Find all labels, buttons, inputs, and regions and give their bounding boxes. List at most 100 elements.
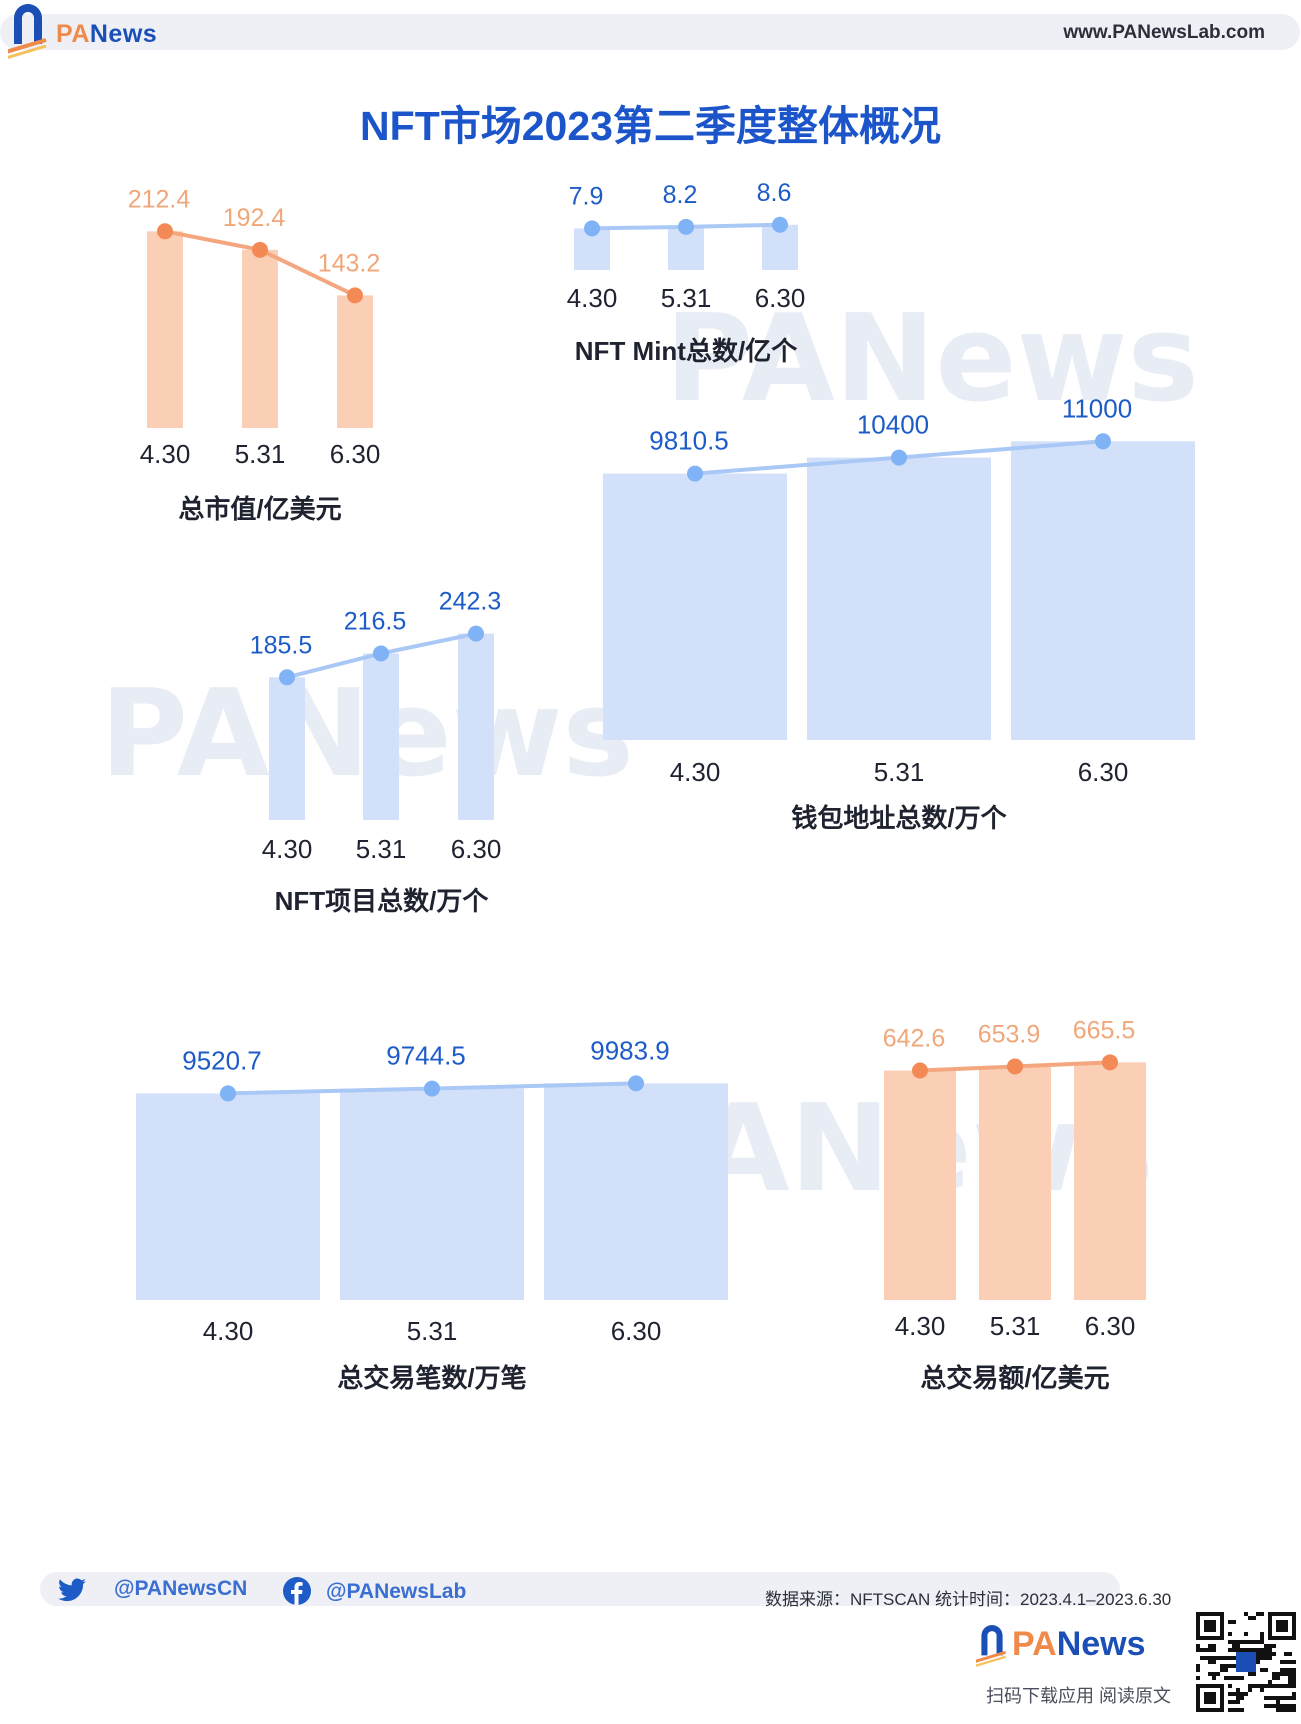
x-tick-label: 4.30 xyxy=(203,1316,254,1346)
site-url: www.PANewsLab.com xyxy=(1063,22,1265,43)
panews-logo-icon xyxy=(976,1625,1007,1667)
facebook-icon xyxy=(283,1577,311,1605)
data-label: 9744.5 xyxy=(386,1041,466,1071)
data-point xyxy=(252,241,268,258)
bar xyxy=(603,473,787,740)
data-point xyxy=(468,625,484,642)
bar xyxy=(337,295,373,428)
data-point xyxy=(772,216,788,233)
data-label: 653.9 xyxy=(978,1020,1041,1048)
qr-code-icon[interactable] xyxy=(1196,1612,1296,1712)
chart-title: NFT Mint总数/亿个 xyxy=(575,336,798,366)
x-tick-label: 6.30 xyxy=(611,1316,662,1346)
bar xyxy=(363,653,399,820)
data-point xyxy=(678,218,694,235)
data-label: 8.6 xyxy=(757,179,792,207)
bar xyxy=(340,1088,524,1300)
data-label: 9520.7 xyxy=(182,1045,262,1075)
data-label: 143.2 xyxy=(318,249,381,277)
x-tick-label: 4.30 xyxy=(140,439,191,469)
bar xyxy=(242,249,278,428)
bar xyxy=(807,457,991,740)
data-point xyxy=(1095,433,1111,450)
brand-prefix: PA xyxy=(56,20,90,48)
data-label: 212.4 xyxy=(128,185,191,213)
data-label: 192.4 xyxy=(223,204,286,232)
bar xyxy=(979,1066,1051,1300)
x-tick-label: 6.30 xyxy=(451,834,502,864)
data-label: 642.6 xyxy=(883,1025,946,1053)
data-point xyxy=(220,1085,236,1102)
x-tick-label: 4.30 xyxy=(895,1311,946,1341)
brand-suffix: News xyxy=(89,20,158,48)
data-point xyxy=(628,1075,644,1092)
footer-brand-prefix: PA xyxy=(1012,1625,1057,1663)
x-tick-label: 5.31 xyxy=(356,834,407,864)
twitter-icon xyxy=(58,1578,86,1602)
data-label: 9810.5 xyxy=(649,426,729,456)
market-cap-chart: 212.4 4.30 192.4 5.31 143.2 6.30 总市值/亿美元 xyxy=(128,185,381,524)
x-tick-label: 6.30 xyxy=(330,439,381,469)
chart-title: 总市值/亿美元 xyxy=(178,494,341,524)
bar xyxy=(1011,441,1195,740)
bar xyxy=(544,1083,728,1300)
data-label: 7.9 xyxy=(569,182,604,210)
bar xyxy=(269,677,305,820)
data-label: 10400 xyxy=(857,410,929,440)
data-label: 665.5 xyxy=(1073,1016,1136,1044)
data-point xyxy=(279,669,295,686)
wallet-addresses-chart: 9810.5 4.30 10400 5.31 11000 6.30 钱包地址总数/万个 xyxy=(603,393,1195,833)
x-tick-label: 6.30 xyxy=(1078,757,1129,787)
data-point xyxy=(424,1080,440,1097)
data-label: 9983.9 xyxy=(590,1035,670,1065)
x-tick-label: 5.31 xyxy=(874,757,925,787)
x-tick-label: 4.30 xyxy=(567,283,618,313)
x-tick-label: 5.31 xyxy=(990,1311,1041,1341)
x-tick-label: 6.30 xyxy=(755,283,806,313)
data-source: 数据来源：NFTSCAN 统计时间：2023.4.1–2023.6.30 xyxy=(765,1590,1172,1609)
bar xyxy=(1074,1062,1146,1300)
bar xyxy=(884,1070,956,1300)
x-tick-label: 4.30 xyxy=(670,757,721,787)
chart-title: 钱包地址总数/万个 xyxy=(791,803,1007,833)
chart-title: NFT项目总数/万个 xyxy=(275,886,490,916)
panews-logo-icon xyxy=(8,4,47,59)
page-title: NFT市场2023第二季度整体概况 xyxy=(360,103,941,149)
brand-logo-text: PANews xyxy=(56,20,157,49)
data-point xyxy=(891,449,907,466)
chart-title: 总交易额/亿美元 xyxy=(920,1363,1109,1393)
x-tick-label: 5.31 xyxy=(661,283,712,313)
data-point xyxy=(584,220,600,237)
twitter-handle: @PANewsCN xyxy=(114,1577,248,1600)
data-label: 185.5 xyxy=(250,631,313,659)
x-tick-label: 5.31 xyxy=(235,439,286,469)
bar xyxy=(458,633,494,820)
facebook-handle: @PANewsLab xyxy=(326,1580,467,1603)
data-label: 216.5 xyxy=(344,607,407,635)
nft-mint-chart: 7.9 4.30 8.2 5.31 8.6 6.30 NFT Mint总数/亿个 xyxy=(567,179,806,366)
tx-volume-chart: 642.6 4.30 653.9 5.31 665.5 6.30 总交易额/亿美元 xyxy=(883,1016,1146,1393)
footer-bar xyxy=(40,1572,1120,1606)
watermark: PANews xyxy=(665,290,1199,429)
data-point xyxy=(912,1062,928,1079)
data-label: 242.3 xyxy=(439,588,502,616)
data-point xyxy=(157,223,173,240)
footer-brand: PANews xyxy=(1012,1625,1146,1664)
data-point xyxy=(1007,1058,1023,1075)
chart-title: 总交易笔数/万笔 xyxy=(337,1363,526,1393)
x-tick-label: 6.30 xyxy=(1085,1311,1136,1341)
tx-count-chart: 9520.7 4.30 9744.5 5.31 9983.9 6.30 总交易笔数/万笔 xyxy=(136,1035,728,1393)
data-point xyxy=(347,287,363,304)
bar xyxy=(136,1093,320,1300)
bar xyxy=(147,231,183,428)
footer-brand-suffix: News xyxy=(1056,1625,1146,1663)
x-tick-label: 5.31 xyxy=(407,1316,458,1346)
data-point xyxy=(373,645,389,662)
header-bar xyxy=(0,14,1300,50)
data-point xyxy=(1102,1054,1118,1071)
data-label: 11000 xyxy=(1062,393,1132,423)
download-note: 扫码下载应用 阅读原文 xyxy=(986,1686,1171,1706)
data-label: 8.2 xyxy=(663,181,698,209)
x-tick-label: 4.30 xyxy=(262,834,313,864)
nft-projects-chart: 185.5 4.30 216.5 5.31 242.3 6.30 NFT项目总数/万个 xyxy=(250,588,502,916)
